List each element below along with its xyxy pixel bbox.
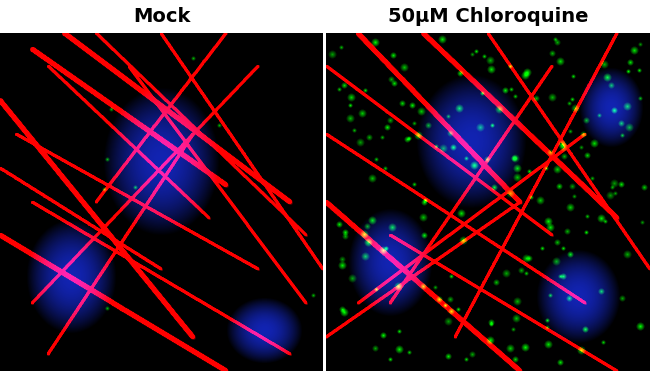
Text: Mock: Mock [133,7,190,26]
Text: 50μM Chloroquine: 50μM Chloroquine [388,7,588,26]
